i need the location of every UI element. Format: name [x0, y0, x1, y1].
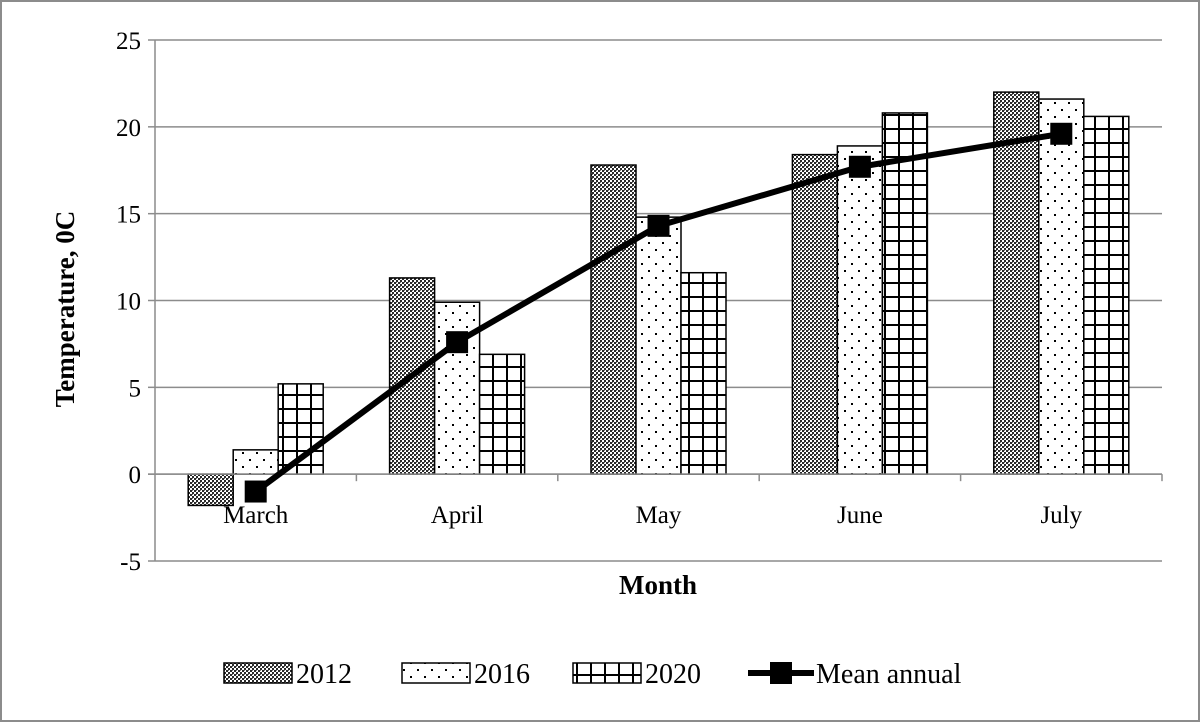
x-tick-label-june: June — [837, 502, 883, 529]
bar-2016-april — [433, 301, 481, 475]
x-tick-label-march: March — [223, 502, 289, 529]
mean-annual-marker-april — [446, 331, 469, 354]
bar-2016-july — [1038, 98, 1085, 475]
bar-2020-april — [478, 353, 526, 475]
bar-2020-june — [881, 112, 929, 475]
x-tick-label-may: May — [636, 502, 682, 529]
y-tick-label: 0 — [129, 462, 142, 489]
bar-2012-june — [791, 153, 839, 475]
mean-annual-marker-may — [647, 214, 670, 237]
y-tick-label: 25 — [116, 28, 141, 55]
legend-label: 2012 — [296, 659, 352, 690]
bar-2020-july — [1083, 115, 1130, 475]
bar-2016-june — [836, 145, 884, 475]
legend-item-mean-annual: Mean annual — [748, 659, 962, 690]
bar-2012-may — [590, 164, 637, 475]
legend-swatch — [223, 662, 293, 684]
legend-label: 2020 — [645, 659, 701, 690]
x-tick-label-april: April — [431, 502, 484, 529]
axes — [148, 39, 1163, 562]
legend-swatch — [401, 662, 471, 684]
legend-item-2012: 2012 — [223, 659, 352, 690]
mean-annual-marker-march — [244, 480, 267, 503]
mean-annual-marker-july — [1050, 122, 1073, 145]
legend-item-2016: 2016 — [401, 659, 530, 690]
bar-2020-may — [680, 271, 727, 475]
legend-label: Mean annual — [816, 659, 962, 690]
tick-labels: -5 0 5 10 15 20 25 March April May June July — [116, 28, 1083, 576]
x-tick-label-july: July — [1040, 502, 1082, 529]
legend: 2012 2016 2020 Mean annual — [223, 659, 962, 690]
bars — [187, 91, 1130, 507]
legend-swatch — [572, 662, 642, 684]
y-tick-label: 20 — [116, 115, 141, 142]
legend-item-2020: 2020 — [572, 659, 701, 690]
bar-2012-march — [187, 473, 234, 507]
y-tick-label: 15 — [116, 202, 141, 229]
y-tick-label: -5 — [120, 549, 141, 576]
bar-2016-may — [635, 216, 682, 475]
x-axis-title: Month — [619, 570, 697, 600]
legend-label: 2016 — [474, 659, 530, 690]
legend-swatch-marker — [770, 662, 792, 684]
y-tick-label: 5 — [129, 375, 142, 402]
bar-2016-march — [232, 449, 279, 475]
mean-annual-line-layer — [244, 122, 1073, 503]
bar-2012-july — [993, 91, 1040, 475]
y-axis-title: Temperature, 0C — [50, 211, 80, 407]
mean-annual-marker-june — [848, 155, 871, 178]
y-tick-label: 10 — [116, 289, 141, 316]
